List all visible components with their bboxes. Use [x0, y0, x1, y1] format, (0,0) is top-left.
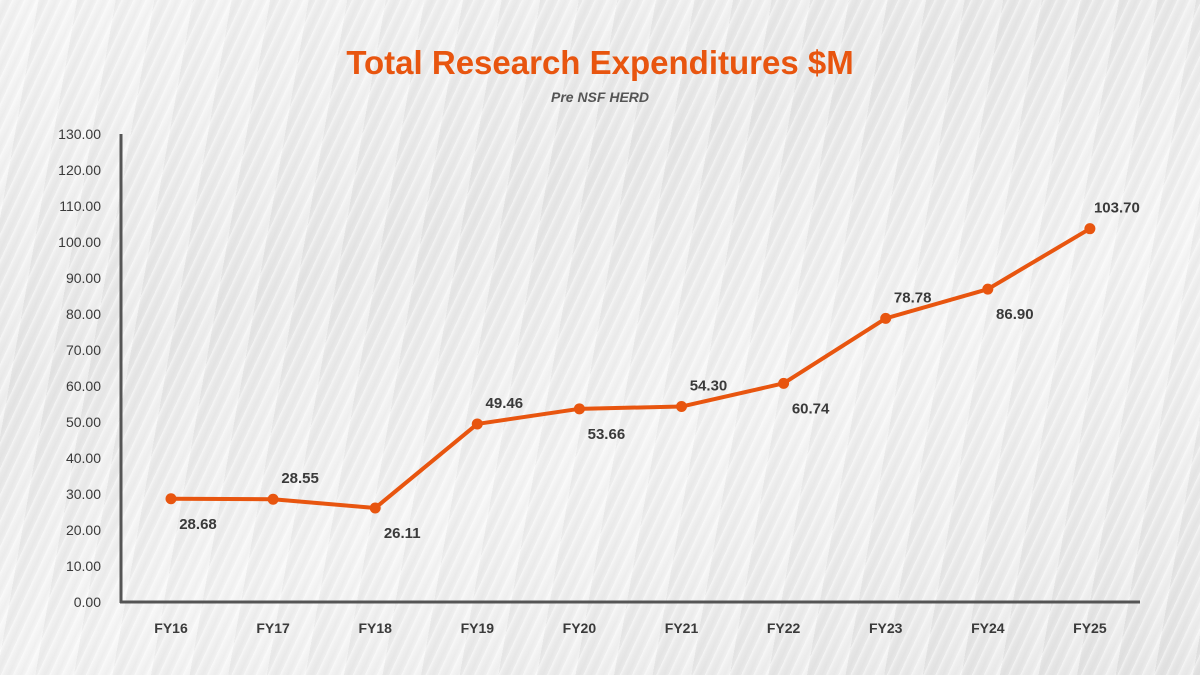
x-tick-label: FY18	[358, 620, 392, 636]
data-point	[267, 493, 279, 505]
x-tick-label: FY19	[461, 620, 495, 636]
data-label: 53.66	[588, 426, 626, 443]
data-point	[471, 418, 483, 430]
data-label: 86.90	[996, 306, 1034, 323]
data-point	[880, 312, 892, 324]
y-tick-label: 100.00	[58, 234, 101, 250]
x-tick-label: FY25	[1073, 620, 1107, 636]
x-tick-label: FY16	[154, 620, 188, 636]
y-tick-label: 40.00	[66, 450, 101, 466]
x-tick-label: FY23	[869, 620, 903, 636]
chart-subtitle: Pre NSF HERD	[550, 89, 650, 105]
data-label: 49.46	[486, 395, 524, 412]
data-label: 54.30	[690, 378, 728, 395]
data-point	[1084, 223, 1096, 235]
y-tick-label: 30.00	[66, 486, 101, 502]
data-point	[165, 493, 177, 505]
y-tick-label: 60.00	[66, 378, 101, 394]
data-point	[573, 403, 585, 415]
data-point	[369, 502, 381, 514]
data-point	[982, 283, 994, 295]
y-tick-label: 80.00	[66, 306, 101, 322]
data-label: 78.78	[894, 289, 932, 306]
chart-title: Total Research Expenditures $M	[346, 44, 854, 81]
data-label: 26.11	[384, 525, 421, 542]
y-tick-label: 120.00	[58, 162, 101, 178]
y-tick-label: 20.00	[66, 522, 101, 538]
data-point	[676, 401, 687, 413]
data-label: 28.55	[281, 470, 319, 487]
y-tick-label: 90.00	[66, 270, 101, 286]
data-point	[778, 377, 790, 389]
y-tick-label: 50.00	[66, 414, 101, 430]
x-tick-label: FY24	[971, 620, 1005, 636]
x-tick-label: FY17	[256, 620, 290, 636]
y-tick-label: 70.00	[66, 342, 101, 358]
data-label: 60.74	[792, 400, 830, 417]
y-tick-label: 0.00	[74, 594, 101, 610]
x-tick-label: FY21	[665, 620, 699, 636]
y-tick-label: 10.00	[66, 558, 101, 574]
data-label: 103.70	[1094, 200, 1140, 217]
data-label: 28.68	[179, 516, 217, 533]
y-tick-label: 130.00	[58, 126, 101, 142]
y-tick-label: 110.00	[59, 198, 101, 214]
x-tick-label: FY22	[767, 620, 801, 636]
series-line	[169, 226, 1092, 511]
x-tick-label: FY20	[563, 620, 597, 636]
